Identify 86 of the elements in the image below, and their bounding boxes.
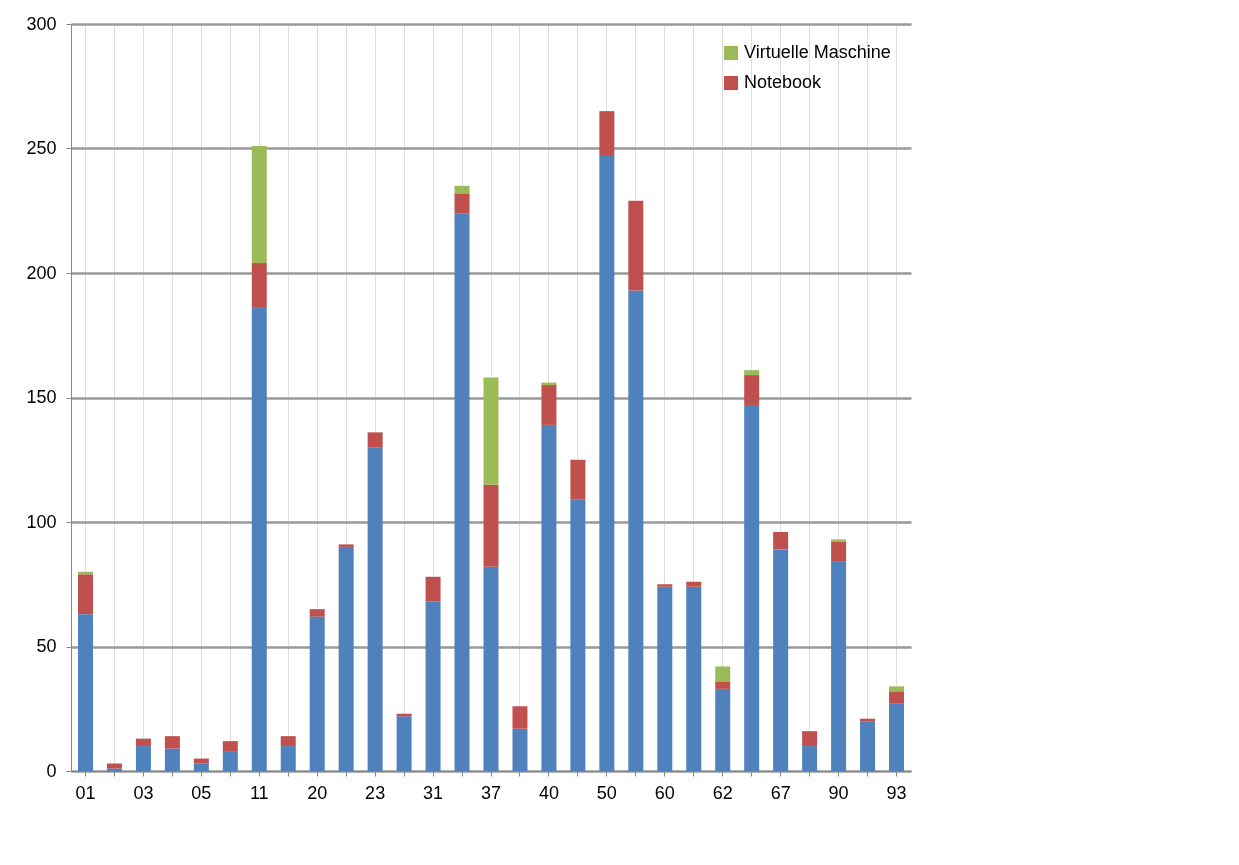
bar (483, 377, 499, 485)
y-tick-label: 200 (26, 262, 57, 283)
bar (686, 581, 702, 587)
bar (222, 751, 238, 771)
x-tick-label: 62 (712, 782, 733, 803)
x-tick-label: 11 (249, 782, 269, 803)
bar (773, 531, 789, 550)
bar (251, 146, 267, 264)
y-tick-label: 250 (26, 138, 57, 158)
bar (309, 609, 325, 617)
bar (744, 370, 760, 376)
x-tick-label: 20 (307, 782, 328, 803)
bar (744, 404, 760, 771)
x-tick-label: 23 (365, 782, 386, 803)
x-tick-label: 03 (133, 782, 154, 803)
x-tick-label: 05 (191, 782, 212, 803)
bar (309, 616, 325, 771)
legend-label: Notebook (744, 72, 823, 92)
x-tick-label: 67 (770, 782, 791, 803)
bar (164, 736, 180, 749)
x-tick-label: 40 (538, 782, 559, 803)
bar (77, 574, 93, 615)
bar (570, 459, 586, 500)
y-tick-label: 150 (26, 387, 57, 407)
bar (367, 447, 383, 771)
y-tick-label: 300 (26, 13, 57, 34)
bar (744, 375, 760, 405)
bar (454, 213, 470, 771)
bar (338, 544, 354, 547)
bar (425, 601, 441, 771)
bar (483, 484, 499, 567)
bar (831, 541, 847, 562)
bar (831, 561, 847, 771)
x-tick-label: 31 (423, 782, 444, 803)
bar (193, 763, 209, 771)
bar (802, 731, 818, 747)
bar (831, 539, 847, 542)
bar (889, 703, 905, 771)
bar (657, 584, 673, 587)
x-tick-label: 60 (654, 782, 675, 803)
bar (512, 728, 528, 771)
x-tick-label: 93 (886, 782, 907, 803)
bar (135, 738, 151, 747)
bar (338, 546, 354, 771)
bar (715, 666, 731, 682)
bar (541, 424, 557, 771)
bar (280, 746, 296, 771)
bar (657, 586, 673, 771)
x-tick-label: 50 (596, 782, 617, 803)
bar (860, 721, 876, 771)
bar (512, 706, 528, 729)
bar (570, 499, 586, 771)
bar (396, 716, 412, 771)
bar (222, 741, 238, 752)
bar (628, 290, 644, 771)
x-tick-label: 90 (828, 782, 849, 803)
bar (280, 736, 296, 747)
y-tick-label: 0 (46, 760, 57, 781)
bar (251, 263, 267, 308)
bar (483, 566, 499, 771)
bar (135, 746, 151, 771)
bar (628, 200, 644, 291)
bar (599, 155, 615, 771)
legend-label: Virtuelle Maschine (744, 42, 891, 62)
y-tick-label: 100 (26, 511, 57, 532)
bar (889, 691, 905, 704)
bar (773, 549, 789, 771)
bar (889, 686, 905, 692)
bar (715, 681, 731, 689)
bar (599, 111, 615, 156)
bar (541, 385, 557, 425)
bar (425, 576, 441, 602)
x-tick-label: 01 (75, 782, 96, 803)
bar (193, 758, 209, 764)
y-tick-label: 50 (36, 636, 57, 656)
bar (367, 432, 383, 448)
bar (251, 307, 267, 771)
bar (715, 688, 731, 771)
x-tick-label: 37 (480, 782, 502, 803)
bar (454, 185, 470, 194)
bar (686, 586, 702, 771)
bar (77, 614, 93, 771)
bar (802, 746, 818, 771)
bar (106, 763, 122, 769)
bar (164, 748, 180, 771)
bar (454, 193, 470, 214)
